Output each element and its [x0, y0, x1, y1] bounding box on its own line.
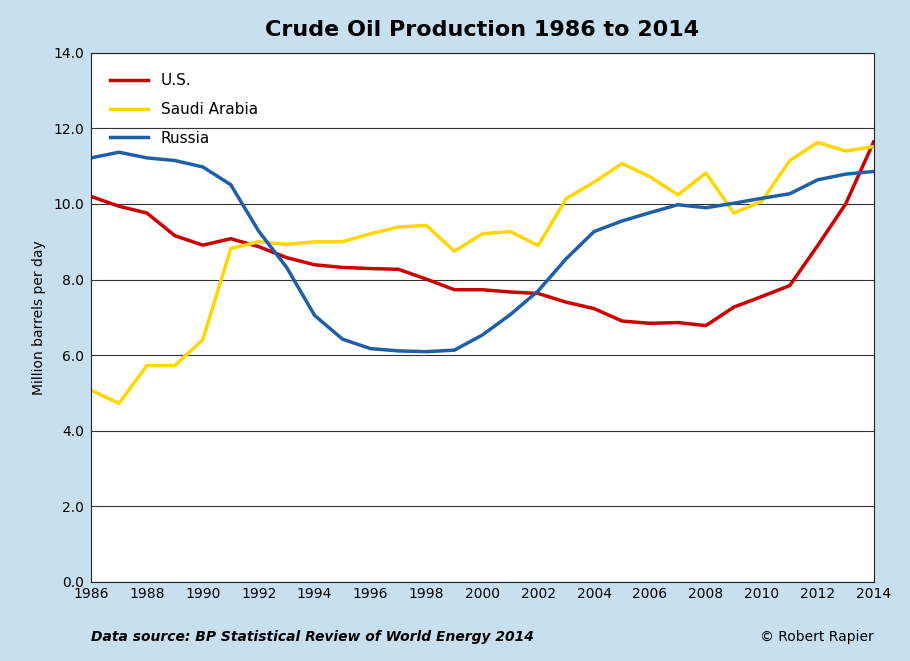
Saudi Arabia — [868, 143, 879, 151]
Russia — [281, 264, 292, 272]
Saudi Arabia — [141, 362, 152, 369]
Saudi Arabia — [813, 138, 824, 146]
Russia — [365, 344, 376, 352]
Russia — [617, 217, 628, 225]
Line: Russia: Russia — [91, 152, 874, 352]
U.S. — [421, 275, 432, 283]
U.S. — [197, 241, 208, 249]
Saudi Arabia — [281, 241, 292, 249]
Russia — [505, 311, 516, 319]
Saudi Arabia — [589, 178, 600, 186]
Line: Saudi Arabia: Saudi Arabia — [91, 142, 874, 403]
U.S. — [337, 264, 348, 272]
Text: Data source: BP Statistical Review of World Energy 2014: Data source: BP Statistical Review of Wo… — [91, 631, 534, 644]
Saudi Arabia — [253, 238, 264, 246]
U.S. — [226, 235, 237, 243]
U.S. — [477, 286, 488, 293]
U.S. — [393, 265, 404, 273]
Legend: U.S., Saudi Arabia, Russia: U.S., Saudi Arabia, Russia — [103, 66, 266, 153]
Russia — [449, 346, 460, 354]
U.S. — [644, 319, 655, 327]
Y-axis label: Million barrels per day: Million barrels per day — [33, 240, 46, 395]
Saudi Arabia — [477, 230, 488, 238]
U.S. — [281, 254, 292, 262]
U.S. — [114, 202, 125, 210]
Saudi Arabia — [784, 157, 795, 165]
U.S. — [617, 317, 628, 325]
U.S. — [309, 261, 320, 269]
Russia — [197, 163, 208, 171]
U.S. — [365, 264, 376, 272]
Saudi Arabia — [309, 238, 320, 246]
U.S. — [449, 286, 460, 293]
Russia — [813, 176, 824, 184]
Saudi Arabia — [226, 245, 237, 253]
Russia — [393, 347, 404, 355]
Saudi Arabia — [421, 221, 432, 229]
Russia — [169, 157, 180, 165]
Russia — [840, 170, 851, 178]
U.S. — [505, 288, 516, 296]
U.S. — [86, 192, 96, 200]
Saudi Arabia — [728, 209, 739, 217]
Russia — [532, 287, 543, 295]
Russia — [561, 254, 571, 262]
Russia — [114, 148, 125, 156]
U.S. — [169, 232, 180, 240]
Saudi Arabia — [672, 191, 683, 199]
U.S. — [813, 241, 824, 249]
Saudi Arabia — [337, 238, 348, 246]
Russia — [756, 194, 767, 202]
Russia — [644, 209, 655, 217]
Saudi Arabia — [86, 386, 96, 394]
Saudi Arabia — [532, 241, 543, 249]
Saudi Arabia — [365, 230, 376, 238]
Saudi Arabia — [114, 399, 125, 407]
Saudi Arabia — [169, 362, 180, 369]
Russia — [701, 204, 712, 212]
U.S. — [868, 138, 879, 146]
Saudi Arabia — [756, 198, 767, 206]
U.S. — [589, 305, 600, 313]
Russia — [309, 311, 320, 319]
Russia — [728, 199, 739, 207]
Russia — [477, 331, 488, 339]
Saudi Arabia — [449, 247, 460, 255]
Title: Crude Oil Production 1986 to 2014: Crude Oil Production 1986 to 2014 — [265, 20, 700, 40]
Russia — [421, 348, 432, 356]
U.S. — [253, 243, 264, 251]
Russia — [253, 227, 264, 235]
Russia — [226, 180, 237, 188]
Saudi Arabia — [393, 223, 404, 231]
U.S. — [672, 319, 683, 327]
Saudi Arabia — [644, 173, 655, 180]
Russia — [141, 154, 152, 162]
Line: U.S.: U.S. — [91, 142, 874, 326]
U.S. — [756, 293, 767, 301]
U.S. — [532, 290, 543, 297]
Russia — [868, 167, 879, 175]
U.S. — [728, 303, 739, 311]
Saudi Arabia — [505, 227, 516, 235]
U.S. — [840, 200, 851, 208]
U.S. — [784, 282, 795, 290]
Saudi Arabia — [197, 336, 208, 344]
Russia — [337, 335, 348, 343]
Text: © Robert Rapier: © Robert Rapier — [760, 631, 874, 644]
Russia — [784, 190, 795, 198]
Russia — [672, 201, 683, 209]
U.S. — [701, 322, 712, 330]
Russia — [86, 154, 96, 162]
Saudi Arabia — [840, 147, 851, 155]
Saudi Arabia — [561, 195, 571, 203]
Saudi Arabia — [617, 159, 628, 167]
U.S. — [141, 209, 152, 217]
U.S. — [561, 298, 571, 306]
Russia — [589, 227, 600, 235]
Saudi Arabia — [701, 169, 712, 177]
